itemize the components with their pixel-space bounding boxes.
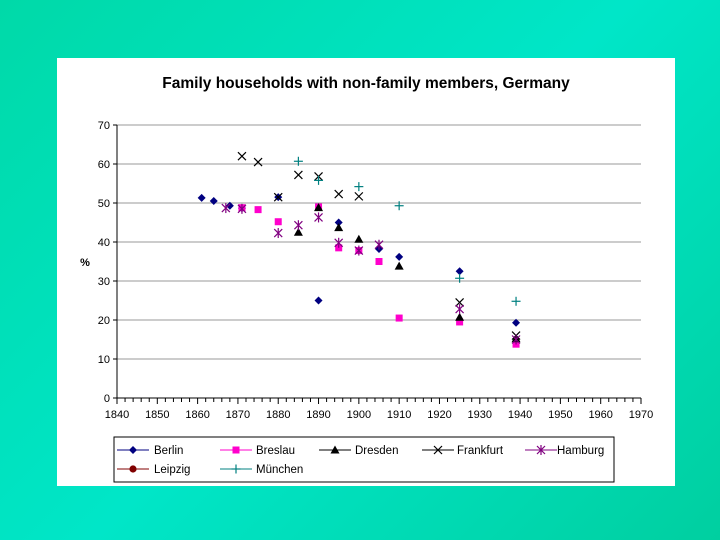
legend-item-hamburg: Hamburg <box>525 445 604 457</box>
data-point-dresden <box>394 261 404 270</box>
legend-marker-hamburg <box>536 445 546 455</box>
legend-marker-leipzig <box>129 465 137 473</box>
y-tick-label: 20 <box>98 315 110 327</box>
data-point-hamburg <box>293 220 303 231</box>
x-tick-label: 1920 <box>427 409 451 421</box>
data-point-mnchen <box>293 156 303 166</box>
legend-label: Leipzig <box>154 464 190 476</box>
data-point-dresden <box>314 203 324 212</box>
data-point-frankfurt <box>253 157 263 167</box>
data-point-hamburg <box>221 203 231 214</box>
x-tick-label: 1850 <box>145 409 169 421</box>
legend-marker-dresden <box>330 445 340 454</box>
data-point-dresden <box>293 227 303 236</box>
data-point-frankfurt <box>273 192 283 202</box>
data-point-mnchen <box>455 273 465 283</box>
data-point-dresden <box>354 234 364 243</box>
x-tick-label: 1960 <box>588 409 612 421</box>
data-point-breslau <box>274 218 282 226</box>
x-tick-label: 1910 <box>387 409 411 421</box>
data-point-berlin <box>209 197 218 206</box>
data-point-hamburg <box>314 212 323 223</box>
x-tick-label: 1890 <box>306 409 330 421</box>
data-point-frankfurt <box>354 191 364 201</box>
data-point-hamburg <box>354 245 364 256</box>
data-point-hamburg <box>237 203 247 214</box>
y-tick-label: 70 <box>98 120 110 132</box>
data-point-breslau <box>375 258 383 265</box>
legend-label: Dresden <box>355 445 398 457</box>
data-point-berlin <box>455 267 464 276</box>
legend-item-leipzig: Leipzig <box>117 464 190 476</box>
legend-item-berlin: Berlin <box>117 445 183 457</box>
legend-item-breslau: Breslau <box>220 445 295 457</box>
legend-item-frankfurt: Frankfurt <box>422 445 504 457</box>
y-tick-label: 60 <box>98 159 110 171</box>
x-tick-label: 1900 <box>347 409 371 421</box>
data-point-mnchen <box>511 296 521 306</box>
data-point-hamburg <box>334 237 344 248</box>
legend: Berlin Breslau Dresden Frankfurt Hamburg Leip… <box>113 436 615 483</box>
data-point-hamburg <box>511 334 521 345</box>
x-tick-label: 1950 <box>548 409 572 421</box>
data-point-dresden <box>334 223 344 232</box>
data-point-breslau <box>456 318 464 326</box>
legend-label: Frankfurt <box>457 445 504 457</box>
legend-box <box>113 436 615 483</box>
data-point-mnchen <box>354 182 364 192</box>
chart: Family households with non-family member… <box>80 75 653 483</box>
slide-panel: Family households with non-family member… <box>57 58 675 486</box>
data-point-frankfurt <box>237 151 247 161</box>
data-point-berlin <box>512 318 521 327</box>
data-point-frankfurt <box>455 298 465 307</box>
legend-label: Berlin <box>154 445 183 457</box>
y-tick-label: 40 <box>98 237 110 249</box>
x-tick-label: 1930 <box>468 409 492 421</box>
data-point-frankfurt <box>334 189 344 199</box>
legend-marker-breslau <box>232 446 240 454</box>
data-point-breslau <box>335 244 343 252</box>
x-tick-label: 1870 <box>226 409 250 421</box>
y-tick-label: 10 <box>98 354 110 366</box>
y-tick-label: 50 <box>98 198 110 210</box>
x-tick-label: 1840 <box>105 409 129 421</box>
data-point-frankfurt <box>293 170 303 180</box>
data-point-berlin <box>197 193 206 202</box>
data-point-mnchen <box>394 201 404 211</box>
data-point-breslau <box>395 314 403 322</box>
legend-label: Breslau <box>256 445 295 457</box>
legend-item-mnchen: München <box>220 464 303 476</box>
data-point-breslau <box>254 206 262 214</box>
legend-label: Hamburg <box>557 445 604 457</box>
legend-marker-frankfurt <box>433 445 443 455</box>
data-point-berlin <box>314 296 323 305</box>
x-tick-label: 1860 <box>185 409 209 421</box>
chart-title: Family households with non-family member… <box>162 75 570 92</box>
legend-label: München <box>256 464 303 476</box>
x-tick-label: 1940 <box>508 409 532 421</box>
data-point-hamburg <box>374 239 384 250</box>
legend-marker-mnchen <box>231 464 241 474</box>
data-point-berlin <box>395 252 404 261</box>
data-point-hamburg <box>273 228 283 239</box>
legend-marker-berlin <box>129 446 137 454</box>
data-point-dresden <box>455 312 465 321</box>
x-tick-label: 1880 <box>266 409 290 421</box>
data-point-berlin <box>334 218 343 227</box>
data-point-berlin <box>225 201 234 210</box>
y-tick-label: 0 <box>104 393 110 405</box>
data-point-hamburg <box>455 304 465 315</box>
legend-item-dresden: Dresden <box>319 445 398 457</box>
data-point-mnchen <box>314 175 324 185</box>
y-axis-label: % <box>80 257 90 269</box>
y-tick-label: 30 <box>98 276 110 288</box>
x-tick-label: 1970 <box>629 409 653 421</box>
